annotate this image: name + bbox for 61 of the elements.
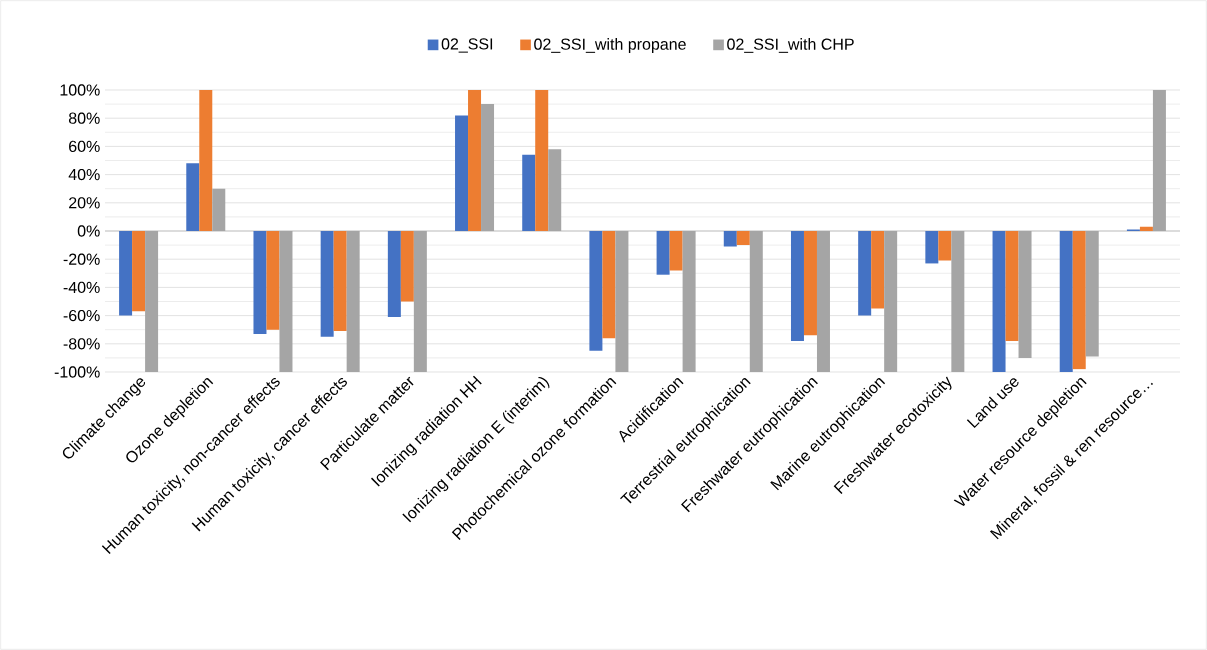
bar [400,231,414,302]
bar [119,231,133,316]
bar [346,231,360,372]
bar [589,231,603,351]
bar [615,231,629,372]
bar [1072,231,1086,370]
bar [951,231,965,372]
y-tick-label: -40% [63,281,100,294]
legend-label: 02_SSI_with propane [534,38,686,53]
bar [871,231,885,309]
bar [279,231,293,372]
bar [669,231,683,271]
bar [253,231,267,334]
bar [1018,231,1032,358]
bar [199,90,213,231]
bar [656,231,670,275]
y-tick-label: -60% [63,309,100,322]
bar [1085,231,1099,357]
bar [925,231,939,264]
bar [145,231,159,372]
bar [132,231,146,312]
bar [468,90,482,231]
y-tick-label: 20% [69,197,100,209]
bar [481,104,495,231]
bar [266,231,280,330]
bar [992,231,1006,372]
y-tick-label: 100% [60,84,100,96]
bar [522,154,536,231]
bar [1005,231,1019,341]
bar [212,188,226,231]
bar [602,231,616,339]
y-tick-label: -20% [63,253,100,265]
bar [1139,226,1153,231]
bar [803,231,817,336]
bar [749,231,763,372]
bar [1152,90,1166,231]
bar [736,231,750,246]
bar [790,231,804,341]
bar [884,231,898,372]
bar [320,231,334,337]
bar [535,90,549,231]
y-tick-label: 40% [68,168,100,181]
bar [816,231,830,372]
bar [1059,231,1073,372]
y-tick-label: 0% [77,225,100,237]
bar [333,231,347,332]
legend-label: 02_SSI [441,38,493,53]
bar [682,231,696,372]
y-tick-label: 60% [69,140,100,153]
y-tick-label: -100% [54,366,100,378]
y-tick-label: -80% [63,338,100,350]
bar [455,115,469,231]
bar [186,163,200,231]
bar [413,231,427,372]
y-tick-label: 80% [68,112,100,124]
bar [548,149,562,231]
bar [858,231,872,316]
legend-label: 02_SSI_with CHP [727,38,854,53]
bar [938,231,952,261]
bar [387,231,401,318]
bar [723,231,737,247]
